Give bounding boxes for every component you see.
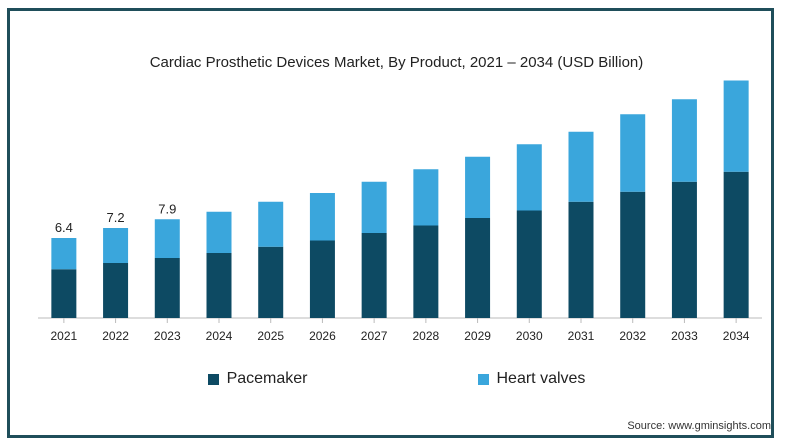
bar-heart-valves-2025: [258, 201, 284, 247]
legend-item-pacemaker: Pacemaker: [207, 370, 308, 388]
bar-heart-valves-2022: [103, 228, 129, 263]
x-tick-label-2029: 2029: [464, 329, 491, 343]
bar-heart-valves-2032: [620, 114, 646, 192]
bar-pacemaker-2030: [516, 210, 542, 318]
bar-pacemaker-2027: [361, 233, 387, 318]
bar-heart-valves-2026: [309, 193, 335, 241]
bar-pacemaker-2025: [258, 246, 284, 318]
legend-label-pacemaker: Pacemaker: [226, 370, 308, 387]
bar-pacemaker-2028: [413, 225, 439, 318]
bar-pacemaker-2021: [51, 269, 77, 318]
bar-pacemaker-2031: [568, 201, 594, 318]
bar-heart-valves-2023: [154, 219, 180, 258]
source-note: Source: www.gminsights.com: [627, 420, 771, 432]
legend-item-heart-valves: Heart valves: [477, 370, 586, 388]
bar-heart-valves-2034: [723, 80, 749, 172]
bar-heart-valves-2030: [516, 144, 542, 211]
bar-heart-valves-2033: [671, 99, 697, 182]
bar-pacemaker-2024: [206, 253, 232, 318]
bar-heart-valves-2024: [206, 211, 232, 253]
x-tick-label-2026: 2026: [309, 329, 336, 343]
legend-swatch-heart-valves: [477, 373, 489, 385]
x-tick-label-2025: 2025: [257, 329, 284, 343]
data-label-2021: 6.4: [55, 220, 73, 235]
x-tick-label-2027: 2027: [361, 329, 388, 343]
x-tick-label-2031: 2031: [568, 329, 595, 343]
chart-frame: [7, 8, 774, 438]
bar-pacemaker-2022: [103, 263, 129, 318]
x-tick-label-2022: 2022: [102, 329, 129, 343]
bar-pacemaker-2029: [465, 218, 491, 318]
data-label-2023: 7.9: [158, 201, 176, 216]
x-tick-label-2034: 2034: [723, 329, 750, 343]
x-tick-label-2021: 2021: [51, 329, 78, 343]
bar-pacemaker-2032: [620, 191, 646, 318]
legend: Pacemaker Heart valves: [0, 370, 793, 388]
chart-title: Cardiac Prosthetic Devices Market, By Pr…: [149, 54, 644, 71]
bar-heart-valves-2031: [568, 131, 594, 202]
x-tick-label-2030: 2030: [516, 329, 543, 343]
bar-pacemaker-2023: [154, 258, 180, 318]
bar-pacemaker-2034: [723, 171, 749, 318]
bar-heart-valves-2028: [413, 169, 439, 226]
legend-swatch-pacemaker: [207, 373, 219, 385]
x-tick-label-2028: 2028: [413, 329, 440, 343]
bar-pacemaker-2033: [671, 181, 697, 318]
legend-label-heart-valves: Heart valves: [496, 370, 586, 387]
x-tick-label-2032: 2032: [619, 329, 646, 343]
x-tick-label-2023: 2023: [154, 329, 181, 343]
x-tick-label-2024: 2024: [206, 329, 233, 343]
bar-heart-valves-2027: [361, 181, 387, 233]
data-label-2022: 7.2: [107, 210, 125, 225]
bar-heart-valves-2029: [465, 156, 491, 218]
bar-pacemaker-2026: [309, 240, 335, 318]
bar-heart-valves-2021: [51, 238, 77, 270]
x-tick-label-2033: 2033: [671, 329, 698, 343]
